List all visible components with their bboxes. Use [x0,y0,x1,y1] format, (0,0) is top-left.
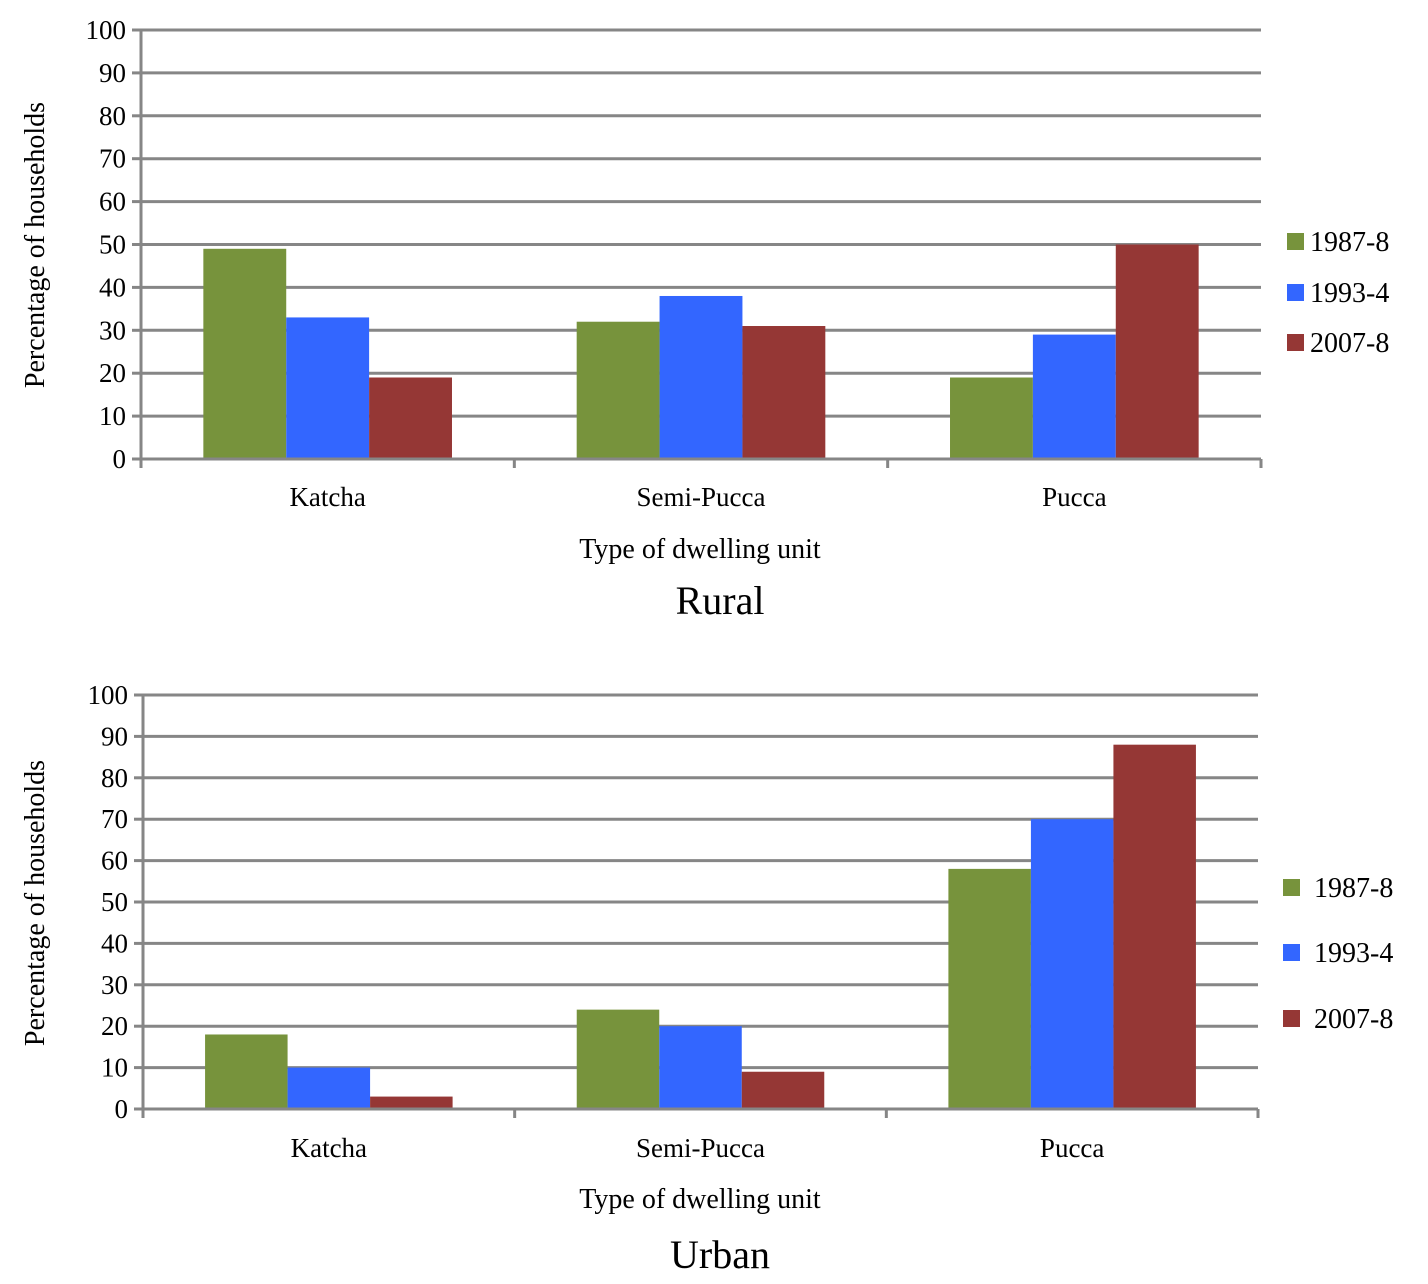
urban-y-tick-label: 40 [101,928,128,958]
urban-y-tick-label: 10 [101,1053,128,1083]
rural-bars [203,244,1199,459]
rural-chart: 0 10 20 30 40 50 60 70 80 90 100 Katcha Semi-Pucca P… [20,15,1389,623]
urban-bar-pucca-1987-8 [948,868,1031,1109]
urban-bar-semi-pucca-1993-4 [659,1026,742,1109]
urban-category-label: Katcha [291,1133,367,1163]
urban-bar-katcha-1987-8 [205,1034,288,1109]
rural-category-labels: Katcha Semi-Pucca Pucca [289,482,1106,512]
rural-legend-label: 1987-8 [1310,227,1389,258]
rural-y-tick-label: 80 [99,101,126,131]
rural-bar-pucca-2007-8 [1115,244,1199,459]
rural-y-tick-label: 70 [99,144,126,174]
urban-y-tick-label: 70 [101,804,128,834]
urban-axes [134,693,1260,1118]
urban-category-label: Pucca [1040,1133,1104,1163]
rural-y-axis-label: Percentage of households [20,102,51,388]
urban-bar-semi-pucca-1987-8 [576,1009,660,1109]
rural-bar-katcha-1993-4 [286,317,370,459]
rural-category-label: Semi-Pucca [637,482,766,512]
urban-legend-label: 1993-4 [1314,938,1393,969]
urban-y-tick-label: 90 [101,721,128,751]
urban-legend-swatch [1283,944,1300,961]
urban-legend-swatch [1283,1010,1300,1027]
urban-y-tick-label: 20 [101,1011,128,1041]
urban-legend-swatch [1283,879,1300,896]
urban-bar-katcha-2007-8 [370,1096,453,1109]
rural-category-label: Katcha [289,482,365,512]
rural-bar-semi-pucca-1987-8 [576,321,660,459]
urban-y-tick-label: 80 [101,763,128,793]
urban-y-axis-label: Percentage of households [20,760,51,1046]
urban-y-tick-label: 50 [101,887,128,917]
urban-bar-semi-pucca-2007-8 [741,1071,825,1109]
rural-x-axis-label: Type of dwelling unit [579,534,821,565]
rural-axes [132,28,1263,468]
urban-x-axis-label: Type of dwelling unit [579,1184,821,1215]
urban-category-labels: Katcha Semi-Pucca Pucca [291,1133,1105,1163]
urban-y-tick-label: 60 [101,846,128,876]
rural-bar-katcha-1987-8 [203,248,287,459]
urban-y-tick-label: 0 [115,1094,129,1124]
urban-legend-label: 2007-8 [1314,1004,1393,1035]
rural-legend-swatch [1287,284,1304,301]
urban-chart: 0 10 20 30 40 50 60 70 80 90 100 Katcha Semi-Pucca P… [20,680,1393,1277]
rural-y-tick-label: 30 [99,315,126,345]
rural-legend-swatch [1287,334,1304,351]
rural-y-tick-label: 10 [99,401,126,431]
rural-y-tick-label: 100 [86,15,127,45]
rural-category-label: Pucca [1042,482,1106,512]
rural-y-tick-label: 90 [99,58,126,88]
urban-bar-pucca-2007-8 [1113,744,1196,1109]
rural-chart-title: Rural [676,578,765,623]
urban-y-tick-label: 100 [88,680,129,710]
urban-category-label: Semi-Pucca [636,1133,765,1163]
rural-legend: 1987-8 1993-4 2007-8 [1287,227,1389,359]
rural-y-tick-label: 40 [99,272,126,302]
urban-chart-title: Urban [670,1232,770,1277]
rural-y-tick-label: 50 [99,230,126,260]
urban-bar-pucca-1993-4 [1030,819,1114,1109]
rural-bar-semi-pucca-1993-4 [659,295,743,459]
urban-bar-katcha-1993-4 [287,1067,371,1109]
rural-y-tick-label: 20 [99,358,126,388]
urban-bars [205,744,1196,1109]
rural-y-tick-labels: 0 10 20 30 40 50 60 70 80 90 100 [86,15,127,474]
urban-legend: 1987-8 1993-4 2007-8 [1283,873,1393,1035]
rural-legend-label: 1993-4 [1310,278,1389,309]
rural-bar-semi-pucca-2007-8 [742,326,826,459]
urban-legend-label: 1987-8 [1314,873,1393,904]
urban-y-tick-label: 30 [101,970,128,1000]
rural-bar-pucca-1993-4 [1032,334,1116,459]
rural-y-tick-label: 0 [113,444,127,474]
rural-y-tick-label: 60 [99,187,126,217]
rural-bar-pucca-1987-8 [950,377,1033,459]
rural-legend-label: 2007-8 [1310,328,1389,359]
rural-bar-katcha-2007-8 [369,377,452,459]
rural-legend-swatch [1287,233,1304,250]
urban-y-tick-labels: 0 10 20 30 40 50 60 70 80 90 100 [88,680,129,1124]
